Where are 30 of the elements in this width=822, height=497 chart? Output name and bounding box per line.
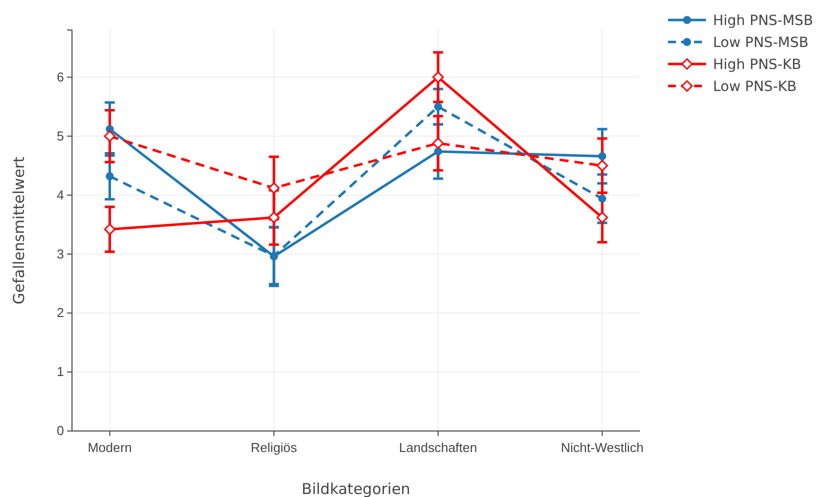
point bbox=[596, 212, 608, 224]
point bbox=[106, 172, 114, 180]
y-tick-label: 2 bbox=[56, 305, 64, 320]
y-tick-label: 4 bbox=[56, 187, 64, 202]
point bbox=[434, 147, 442, 156]
legend-label: High PNS-MSB bbox=[713, 13, 814, 29]
point bbox=[432, 71, 444, 83]
x-tick-label: Nicht-Westlich bbox=[560, 440, 644, 455]
point bbox=[104, 224, 116, 236]
x-tick-label: Modern bbox=[88, 440, 132, 455]
y-tick-label: 1 bbox=[56, 364, 64, 380]
legend-label: High PNS-KB bbox=[713, 57, 802, 73]
point bbox=[434, 102, 442, 111]
x-tick-label: Landschaften bbox=[399, 440, 478, 455]
point bbox=[268, 182, 280, 194]
x-axis-title: Bildkategorien bbox=[302, 480, 410, 497]
point bbox=[104, 130, 116, 142]
y-tick-label: 6 bbox=[56, 69, 64, 84]
point bbox=[596, 160, 608, 172]
x-tick-label: Religiös bbox=[250, 440, 298, 455]
y-tick-label: 0 bbox=[56, 423, 64, 438]
y-axis-title: Gefallensmittelwert bbox=[10, 156, 28, 304]
y-tick-label: 3 bbox=[56, 246, 64, 262]
point bbox=[598, 152, 606, 160]
legend-label: Low PNS-KB bbox=[713, 79, 797, 95]
point bbox=[432, 137, 444, 149]
point bbox=[598, 194, 606, 203]
legend-label: Low PNS-MSB bbox=[713, 35, 808, 51]
point bbox=[268, 212, 280, 224]
y-tick-label: 5 bbox=[56, 128, 64, 144]
